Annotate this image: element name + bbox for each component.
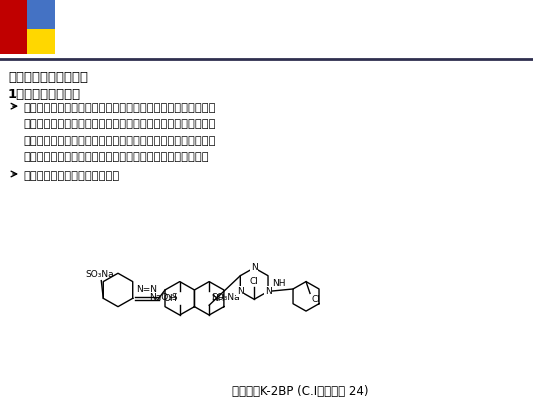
Text: SO₃Na: SO₃Na <box>211 293 240 302</box>
Text: N: N <box>265 287 271 296</box>
Text: N=N: N=N <box>136 285 157 294</box>
Text: 单偶氮结构为主：黄、橙、红色: 单偶氮结构为主：黄、橙、红色 <box>23 171 119 181</box>
Text: NaO₃S: NaO₃S <box>149 293 177 302</box>
Text: 偶氮活性染料多以单偶氮结构为主，尤其是红、黄、橙等浅色系: 偶氮活性染料多以单偶氮结构为主，尤其是红、黄、橙等浅色系 <box>23 103 215 113</box>
Text: OH: OH <box>164 294 177 303</box>
Text: NH: NH <box>272 280 286 288</box>
Text: 共平面性，以及增加与纤维形成氢键的基团数等来达到目的。: 共平面性，以及增加与纤维形成氢键的基团数等来达到目的。 <box>23 152 208 162</box>
Text: NH: NH <box>211 294 225 303</box>
Text: Cl: Cl <box>311 295 320 304</box>
Text: 活性艳红K-2BP (C.I反应性红 24): 活性艳红K-2BP (C.I反应性红 24) <box>232 385 368 398</box>
Bar <box>0 0 55 54</box>
Text: N: N <box>237 287 244 296</box>
Text: 列。近年来为改善这类染料的直接性，提高固色率，满足低盐或: 列。近年来为改善这类染料的直接性，提高固色率，满足低盐或 <box>23 120 215 130</box>
Text: 1、偶氮类活性染料: 1、偶氮类活性染料 <box>8 88 81 102</box>
Text: SO₃Na: SO₃Na <box>85 270 114 279</box>
Text: 无盐染色要求，常通过增大母体结构及分子量，提高母体结构的: 无盐染色要求，常通过增大母体结构及分子量，提高母体结构的 <box>23 136 215 146</box>
Bar <box>27 30 55 54</box>
Text: Cl: Cl <box>250 276 259 286</box>
Bar <box>0 0 27 54</box>
Text: 活性染料的母体结构：: 活性染料的母体结构： <box>8 71 88 84</box>
Text: N: N <box>251 263 257 272</box>
